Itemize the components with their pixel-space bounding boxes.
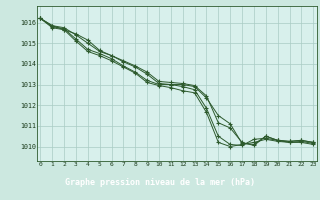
Text: Graphe pression niveau de la mer (hPa): Graphe pression niveau de la mer (hPa) <box>65 178 255 187</box>
